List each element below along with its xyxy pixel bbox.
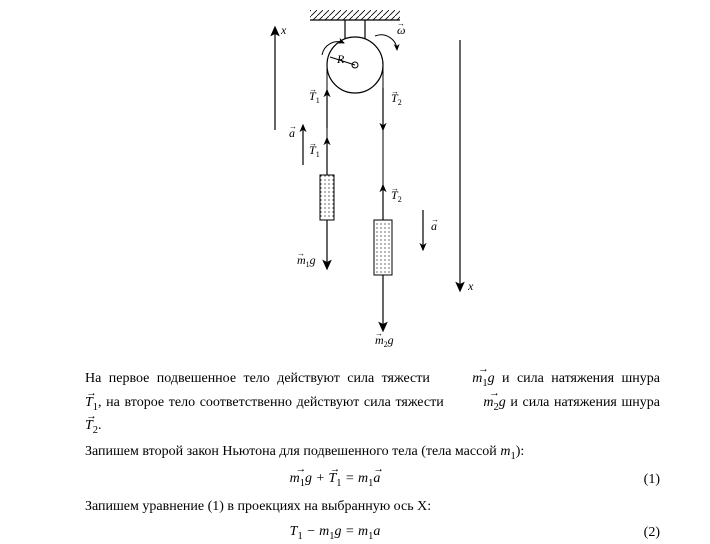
pulley-svg: R →ω x x →T1 →T1 →T2 →T2 →a →a →m1g →m2g xyxy=(215,10,495,360)
svg-text:→T1: →T1 xyxy=(309,85,320,105)
vec-m2g: m2g xyxy=(448,392,505,416)
p1-text-e: . xyxy=(98,418,102,433)
p1-text-b: и сила натяжения шнура xyxy=(495,371,660,386)
equation-1-line: m1g + T1 = m1a (1) xyxy=(50,468,660,492)
text-body: На первое подвешенное тело действуют сил… xyxy=(50,368,660,544)
svg-text:R: R xyxy=(336,52,345,66)
svg-text:x: x xyxy=(280,23,287,37)
svg-text:→m2g: →m2g xyxy=(375,329,394,349)
paragraph-3: Запишем уравнение (1) в проекциях на выб… xyxy=(50,496,660,517)
p1-text-a: На первое подвешенное тело действуют сил… xyxy=(85,371,437,386)
physics-diagram: R →ω x x →T1 →T1 →T2 →T2 →a →a →m1g →m2g xyxy=(50,10,660,360)
equation-2-line: T1 − m1g = m1a (2) xyxy=(50,521,660,544)
svg-text:→m1g: →m1g xyxy=(297,249,316,269)
equation-2: T1 − m1g = m1a xyxy=(50,521,620,544)
p1-text-c: , на второе тело соответственно действую… xyxy=(98,395,448,410)
svg-text:→ω: →ω xyxy=(397,19,405,37)
vec-T2: T2 xyxy=(50,415,98,439)
svg-text:→T1: →T1 xyxy=(309,139,320,159)
p2-text: Запишем второй закон Ньютона для подвеше… xyxy=(85,444,500,459)
eq1-number: (1) xyxy=(620,469,660,490)
equation-1: m1g + T1 = m1a xyxy=(50,468,620,492)
eq2-number: (2) xyxy=(620,522,660,543)
m1-symbol: m1 xyxy=(500,444,515,459)
svg-text:x: x xyxy=(467,279,474,293)
svg-text:→T2: →T2 xyxy=(391,184,402,204)
svg-text:→a: →a xyxy=(289,122,297,140)
p2-end: ): xyxy=(516,444,525,459)
svg-text:→a: →a xyxy=(431,215,439,233)
paragraph-2: Запишем второй закон Ньютона для подвеше… xyxy=(50,441,660,465)
paragraph-1: На первое подвешенное тело действуют сил… xyxy=(50,368,660,439)
svg-text:→T2: →T2 xyxy=(391,87,402,107)
p1-text-d: и сила натяжения шнура xyxy=(506,395,660,410)
